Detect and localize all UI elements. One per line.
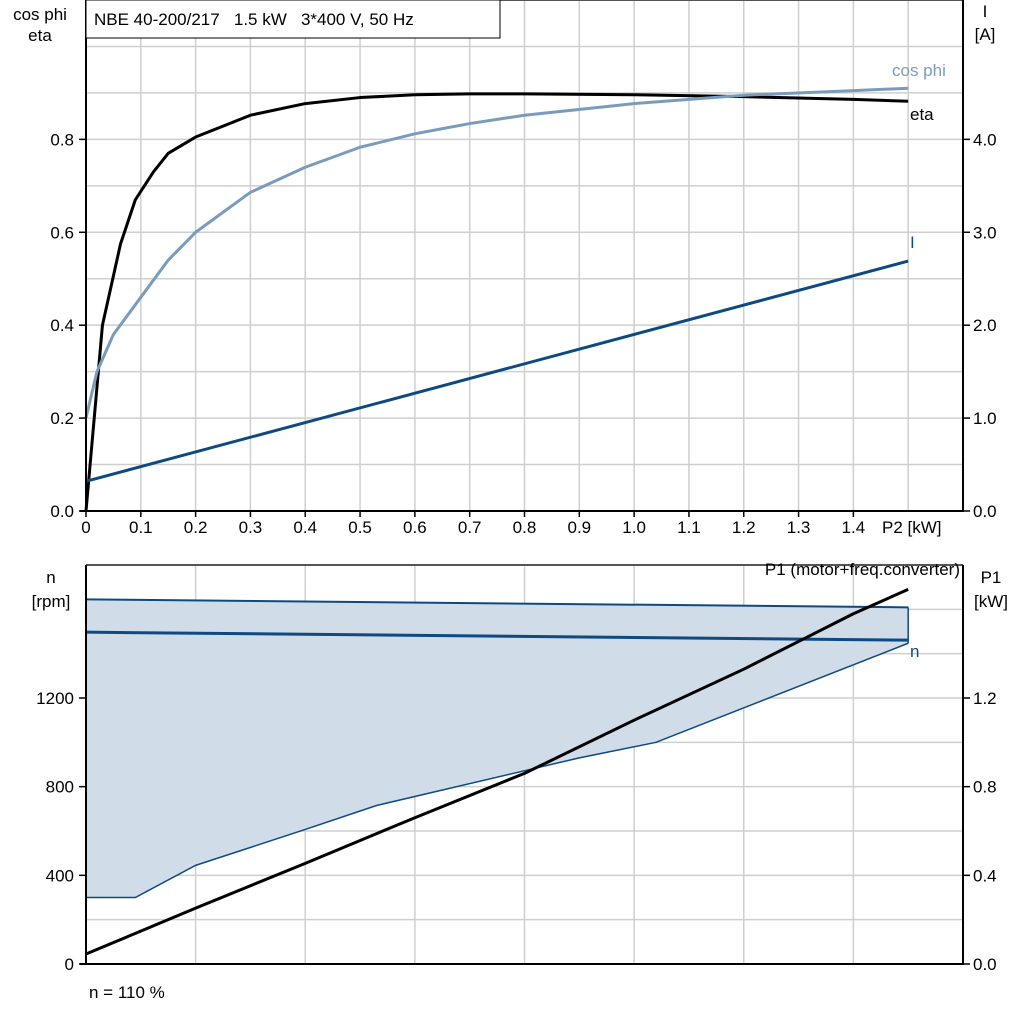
right-ylabel-unit-a: [A] <box>975 25 996 44</box>
y-tick-label-left: 1200 <box>36 689 74 708</box>
xlabel-p2: P2 [kW] <box>882 518 942 537</box>
x-tick-label: 1.2 <box>732 518 756 537</box>
y-tick-label-left: 400 <box>46 866 74 885</box>
x-tick-label: 1.3 <box>787 518 811 537</box>
top-chart-efficiency-current: 0.0 0.2 0.4 0.6 0.8 0.0 1.0 2.0 3.0 4.0 0 0.1 0.2 0.3… <box>50 0 997 537</box>
left-ylabel-rpm: [rpm] <box>32 592 71 611</box>
x-tick-label: 0.6 <box>403 518 427 537</box>
left-ylabel-n: n <box>46 568 55 587</box>
right-ylabel-kw: [kW] <box>974 592 1008 611</box>
title-box <box>85 0 501 39</box>
left-ylabel-eta: eta <box>28 26 52 45</box>
y-tick-label-right: 1.0 <box>973 409 997 428</box>
max-speed-line <box>85 598 909 609</box>
y-tick-label-left: 0 <box>65 955 74 974</box>
x-tick-label: 0.7 <box>458 518 482 537</box>
x-tick-label: 0.9 <box>567 518 591 537</box>
series-label-i: I <box>910 233 915 252</box>
y-tick-label-right: 0.8 <box>973 778 997 797</box>
series-line-cos <box>84 86 909 419</box>
x-tick-label: 1.0 <box>622 518 646 537</box>
series-label-p1: P1 (motor+freq.converter) <box>765 560 960 579</box>
y-tick-label-left: 800 <box>46 778 74 797</box>
x-tick-label: 1.4 <box>842 518 866 537</box>
x-tick-label: 0.1 <box>129 518 153 537</box>
series-label-n: n <box>910 642 919 661</box>
min-speed-line <box>86 642 909 899</box>
y-tick-label-left: 0.8 <box>50 130 74 149</box>
series-label-eta: eta <box>910 105 934 124</box>
speed-range-area <box>86 599 909 898</box>
y-tick-label-left: 0.6 <box>50 223 74 242</box>
x-tick-label: 0 <box>81 518 90 537</box>
series-line-p1 <box>85 588 909 956</box>
y-tick-label-right: 0.0 <box>973 955 997 974</box>
footnote-speed: n = 110 % <box>89 983 165 1002</box>
x-tick-label: 0.5 <box>348 518 372 537</box>
y-tick-label-right: 3.0 <box>973 223 997 242</box>
chart-title: NBE 40-200/217 1.5 kW 3*400 V, 50 Hz <box>94 10 414 29</box>
x-tick-label: 0.2 <box>184 518 208 537</box>
y-tick-label-right: 1.2 <box>973 689 997 708</box>
x-tick-label: 0.8 <box>513 518 537 537</box>
series-line-i <box>85 259 909 483</box>
y-tick-label-right: 2.0 <box>973 316 997 335</box>
series-line-eta <box>84 92 909 512</box>
x-tick-label: 0.4 <box>293 518 317 537</box>
bottom-chart-speed-power: 0 400 800 1200 0.0 0.4 0.8 1.2 <box>36 564 997 974</box>
y-tick-label-left: 0.0 <box>50 502 74 521</box>
y-tick-label-right: 0.4 <box>973 866 997 885</box>
x-tick-label: 1.1 <box>677 518 701 537</box>
left-ylabel-cosphi: cos phi <box>13 5 67 24</box>
y-tick-label-right: 4.0 <box>973 130 997 149</box>
x-tick-label: 0.3 <box>239 518 263 537</box>
y-tick-label-right: 0.0 <box>973 502 997 521</box>
y-tick-label-left: 0.2 <box>50 409 74 428</box>
right-ylabel-i: I <box>983 2 988 21</box>
series-line-n <box>85 630 909 642</box>
right-ylabel-p1: P1 <box>981 568 1002 587</box>
y-tick-label-left: 0.4 <box>50 316 74 335</box>
series-label-cosphi: cos phi <box>892 61 946 80</box>
